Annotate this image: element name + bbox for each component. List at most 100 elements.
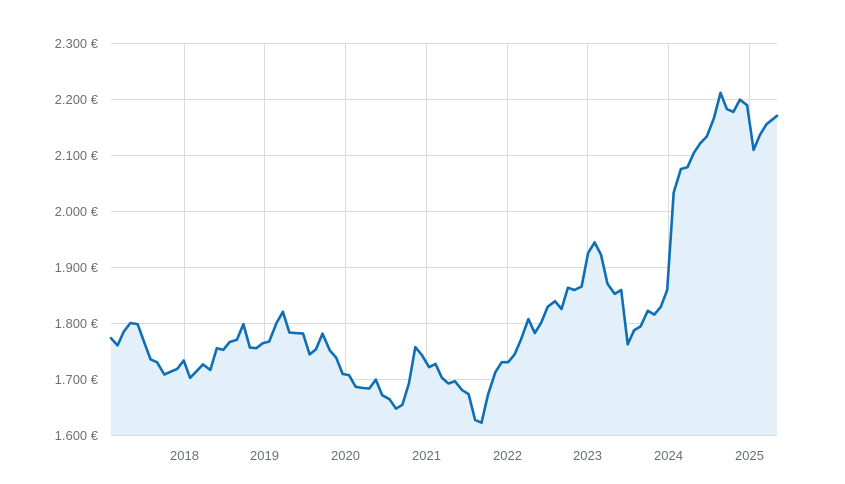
line-layer: [109, 91, 779, 424]
data-point: [414, 346, 416, 348]
y-tick-label: 2.100 €: [55, 148, 99, 163]
data-point: [255, 347, 257, 349]
data-point: [143, 341, 145, 343]
data-point: [137, 323, 139, 325]
series-area: [111, 92, 777, 436]
data-point: [355, 386, 357, 388]
data-point: [408, 382, 410, 385]
data-point: [686, 166, 689, 168]
data-point: [196, 370, 198, 372]
data-point: [540, 321, 542, 323]
data-point: [600, 254, 602, 256]
data-point: [693, 152, 695, 154]
data-point: [699, 142, 701, 144]
y-tick-label: 1.900 €: [55, 260, 99, 275]
data-point: [216, 347, 218, 349]
data-point: [282, 311, 284, 313]
data-point: [222, 349, 224, 351]
data-point: [765, 123, 768, 125]
data-point: [627, 343, 629, 345]
data-point: [534, 332, 536, 334]
data-point: [395, 408, 397, 410]
data-point: [647, 310, 649, 312]
data-point: [620, 289, 622, 291]
x-tick-label: 2021: [412, 448, 441, 463]
data-point: [480, 422, 483, 424]
data-point: [673, 191, 675, 194]
data-point: [176, 368, 178, 370]
data-point: [640, 325, 642, 327]
data-point: [573, 289, 576, 291]
y-axis: 1.600 € 1.700 € 1.800 € 1.900 € 2.000 € 2.100…: [55, 36, 99, 443]
data-point: [514, 353, 516, 355]
data-point: [474, 419, 476, 421]
data-point: [302, 333, 304, 335]
data-point: [362, 387, 364, 389]
data-point: [156, 361, 158, 363]
data-point: [288, 331, 290, 334]
data-point: [441, 377, 443, 379]
data-point: [594, 241, 596, 243]
data-point: [454, 380, 456, 382]
y-tick-label: 1.700 €: [55, 372, 99, 387]
x-tick-label: 2025: [735, 448, 764, 463]
x-axis: 2018 2019 2020 2021 2022 2023 2024 2025: [170, 448, 764, 463]
data-point: [421, 354, 423, 356]
data-point: [295, 332, 297, 334]
data-point: [713, 117, 715, 119]
data-point: [759, 134, 761, 136]
data-point: [209, 369, 211, 371]
data-point: [335, 357, 337, 359]
x-tick-label: 2024: [654, 448, 683, 463]
data-point: [554, 300, 556, 302]
y-tick-label: 2.300 €: [55, 36, 99, 51]
x-tick-label: 2022: [493, 448, 522, 463]
data-point: [587, 252, 589, 254]
area-layer: [111, 92, 777, 436]
x-tick-label: 2019: [250, 448, 279, 463]
data-point: [321, 333, 324, 335]
data-point: [110, 337, 112, 339]
data-point: [123, 330, 125, 332]
data-point: [666, 289, 668, 291]
data-point: [447, 382, 449, 385]
data-point: [375, 379, 377, 381]
data-point: [776, 115, 778, 117]
data-point: [606, 283, 609, 285]
data-point: [428, 366, 430, 368]
x-tick-label: 2023: [573, 448, 602, 463]
data-point: [388, 398, 391, 400]
data-point: [315, 348, 317, 350]
data-point: [249, 347, 251, 349]
data-point: [461, 389, 463, 391]
data-point: [719, 92, 722, 94]
data-point: [262, 342, 264, 344]
data-point: [706, 135, 708, 138]
y-tick-label: 1.600 €: [55, 428, 99, 443]
data-point: [129, 322, 131, 324]
data-point: [494, 371, 496, 373]
data-point: [229, 341, 231, 343]
data-point: [468, 393, 470, 395]
data-point: [753, 149, 755, 151]
data-point: [614, 293, 616, 295]
data-point: [368, 387, 370, 390]
data-point: [527, 318, 530, 320]
data-point: [309, 353, 311, 355]
data-point: [242, 323, 244, 325]
data-point: [434, 363, 437, 365]
data-point: [520, 338, 522, 340]
data-point: [150, 358, 152, 360]
data-point: [236, 339, 238, 341]
data-point: [487, 394, 489, 396]
x-tick-label: 2018: [170, 448, 199, 463]
data-point: [746, 104, 748, 106]
data-point: [268, 340, 270, 343]
data-point: [567, 287, 569, 289]
data-point: [560, 308, 563, 310]
data-point: [275, 322, 278, 324]
data-point: [342, 373, 344, 375]
y-tick-label: 1.800 €: [55, 316, 99, 331]
